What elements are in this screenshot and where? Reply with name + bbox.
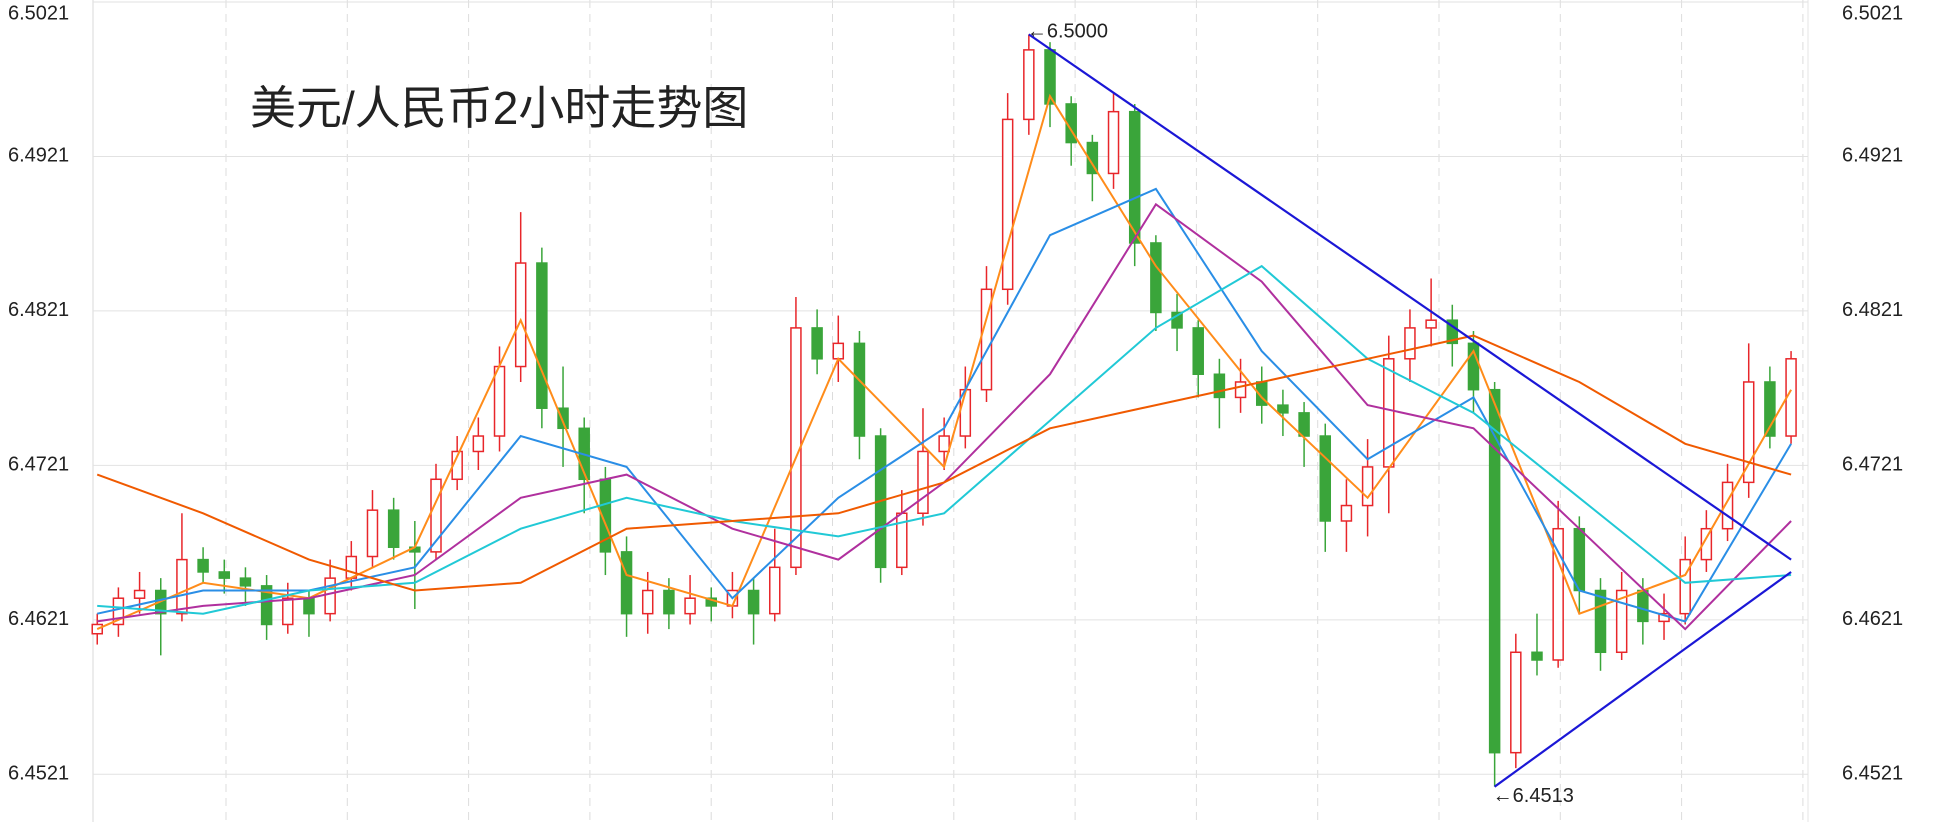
candle-body (1637, 589, 1649, 623)
candle-body (853, 342, 866, 437)
candle-body (641, 589, 654, 615)
candle-body (1764, 381, 1776, 437)
candle-body (1298, 412, 1310, 437)
candle-body (832, 342, 845, 360)
candle-body (239, 577, 252, 587)
annotation: ←6.5000 (1027, 21, 1108, 43)
candle-body (536, 262, 548, 409)
y-tick-label-right: 6.4721 (1842, 454, 1903, 476)
candle-body (1023, 49, 1035, 121)
candle-body (1531, 651, 1543, 661)
candle-body (1001, 118, 1014, 291)
candle-body (1383, 358, 1395, 468)
y-tick-label: 6.4721 (8, 454, 69, 476)
candle-body (472, 435, 485, 453)
candle-body (1615, 589, 1628, 654)
candle-body (1510, 651, 1522, 754)
candle-body (1234, 381, 1247, 399)
y-tick-label: 6.4621 (8, 608, 69, 630)
candle-body (811, 327, 823, 360)
candle-body (112, 597, 125, 626)
y-tick-label-right: 6.4621 (1842, 608, 1903, 630)
candle-body (663, 589, 675, 615)
y-tick-label-right: 6.4821 (1842, 299, 1903, 321)
candle-body (260, 585, 273, 626)
y-tick-label-right: 6.4921 (1842, 145, 1903, 167)
candle-body (1446, 319, 1459, 345)
candle-body (1319, 435, 1332, 522)
candle-body (1425, 319, 1437, 329)
candle-body (1488, 388, 1501, 754)
candle-body (387, 509, 400, 548)
y-tick-label-right: 6.4521 (1842, 763, 1903, 785)
candle-body (1192, 327, 1204, 375)
y-tick-label: 6.4821 (8, 299, 69, 321)
candle-body (218, 571, 231, 579)
candle-body (1277, 404, 1289, 414)
candle-body (493, 365, 506, 437)
y-tick-label-right: 6.5021 (1842, 2, 1903, 24)
candle-body (1573, 527, 1586, 592)
candle-body (1467, 342, 1480, 391)
candle-body (1404, 327, 1416, 360)
candle-body (747, 589, 760, 615)
candle-body (1700, 527, 1713, 561)
y-tick-label: 6.5021 (8, 2, 69, 24)
candle-body (1679, 558, 1691, 615)
candle-body (345, 555, 358, 579)
moving-average-line (96, 93, 1792, 631)
y-tick-label: 6.4921 (8, 145, 69, 167)
candle-body (1552, 527, 1564, 661)
candle-body (324, 577, 336, 615)
candle-body (620, 551, 633, 615)
candle-body (1742, 381, 1755, 484)
candle-body (1171, 311, 1183, 329)
candle-body (1107, 110, 1120, 175)
candle-body (684, 597, 696, 615)
candle-body (176, 558, 188, 615)
candle-body (1340, 504, 1353, 522)
chart-title: 美元/人民币2小时走势图 (250, 82, 748, 134)
candle-body (938, 435, 950, 453)
annotation: ←6.4513 (1493, 785, 1574, 807)
y-tick-label: 6.4521 (8, 763, 69, 785)
moving-average-line (96, 334, 1792, 592)
candle-body (1361, 466, 1374, 507)
candle-body (769, 566, 781, 615)
candle-body (557, 407, 569, 430)
candle-body (303, 597, 315, 615)
candle-body (514, 262, 527, 368)
vertical-grid (225, 0, 1804, 822)
candle-body (197, 558, 209, 573)
candle-body (282, 597, 294, 626)
candle-body (917, 450, 929, 515)
candle-body (430, 478, 442, 553)
candle-body (1150, 242, 1162, 314)
trend-line (1493, 571, 1792, 788)
trend-line (1028, 33, 1792, 561)
candle-body (366, 509, 379, 558)
candle-body (133, 589, 146, 599)
moving-average-line (97, 264, 1792, 615)
candle-body (1594, 589, 1607, 654)
candle-body (1128, 110, 1141, 244)
candle-body (1213, 373, 1226, 399)
candle-body (1721, 481, 1734, 530)
